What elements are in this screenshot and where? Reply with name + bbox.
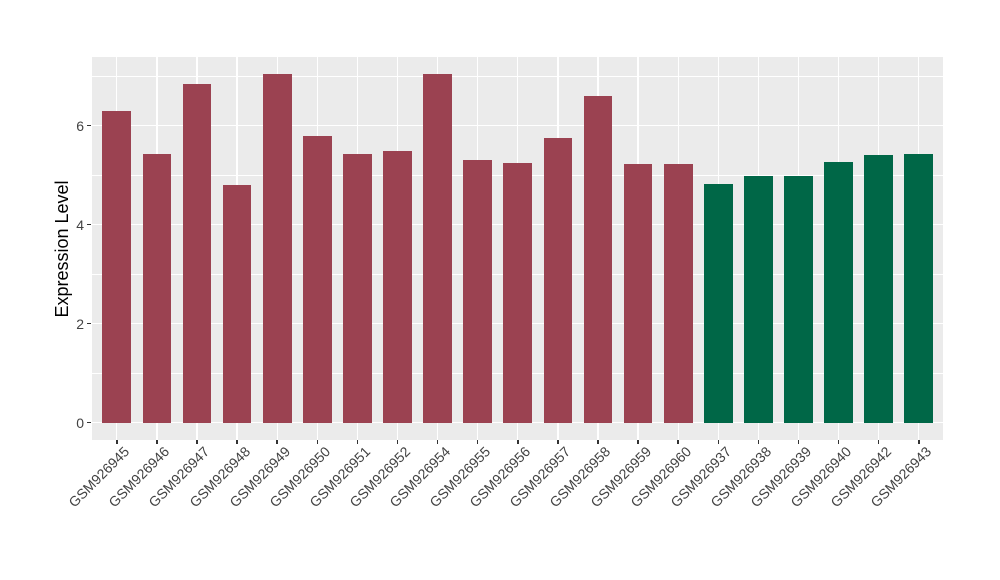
x-tick-mark [316,440,319,444]
bar-GSM926958 [583,96,613,423]
y-minor-gridline [92,75,943,77]
y-tick-label: 0 [76,414,84,431]
x-tick-mark [918,440,920,444]
bar-GSM926957 [543,137,573,423]
x-tick-mark [837,440,840,444]
bar-GSM926948 [222,185,252,423]
bar-GSM926952 [383,151,412,423]
x-tick-mark [717,440,720,444]
x-tick-mark [196,440,198,444]
y-tick-mark [87,124,91,127]
y-tick-label: 2 [76,315,84,332]
x-tick-mark [116,440,118,444]
x-tick-mark [597,440,599,444]
x-tick-mark [356,440,359,444]
x-tick-mark [757,440,760,444]
x-tick-mark [156,440,158,444]
bar-GSM926955 [463,159,493,423]
x-tick-mark [436,440,439,444]
x-tick-mark [236,440,238,444]
x-tick-mark [517,440,519,444]
y-tick-mark [87,223,91,226]
bar-GSM926937 [703,184,733,423]
x-tick-mark [396,440,399,444]
x-tick-mark [557,440,559,444]
bar-GSM926946 [142,153,172,423]
bar-GSM926960 [663,163,693,423]
bar-GSM926942 [864,154,894,423]
bar-GSM926938 [744,176,773,423]
x-tick-mark [476,440,479,444]
x-tick-mark [677,440,679,444]
x-tick-mark [797,440,800,444]
y-major-gridline [92,124,943,127]
y-axis-title: Expression Level [52,180,72,318]
bar-GSM926956 [503,162,533,423]
bar-GSM926951 [343,153,372,423]
y-tick-label: 4 [76,216,84,233]
y-tick-mark [87,322,91,325]
bar-GSM926947 [182,83,212,423]
bar-GSM926945 [102,111,132,423]
bar-GSM926950 [302,135,332,423]
x-tick-mark [877,440,880,444]
bar-GSM926954 [423,74,452,423]
bar-GSM926949 [262,74,292,423]
y-tick-label: 6 [76,117,84,134]
bar-GSM926943 [904,153,934,423]
plot-panel [92,57,943,440]
bar-GSM926940 [824,162,853,423]
bar-GSM926939 [784,176,813,423]
x-tick-mark [637,440,639,444]
x-tick-mark [276,440,278,444]
bar-GSM926959 [623,163,653,423]
y-tick-mark [87,421,91,424]
